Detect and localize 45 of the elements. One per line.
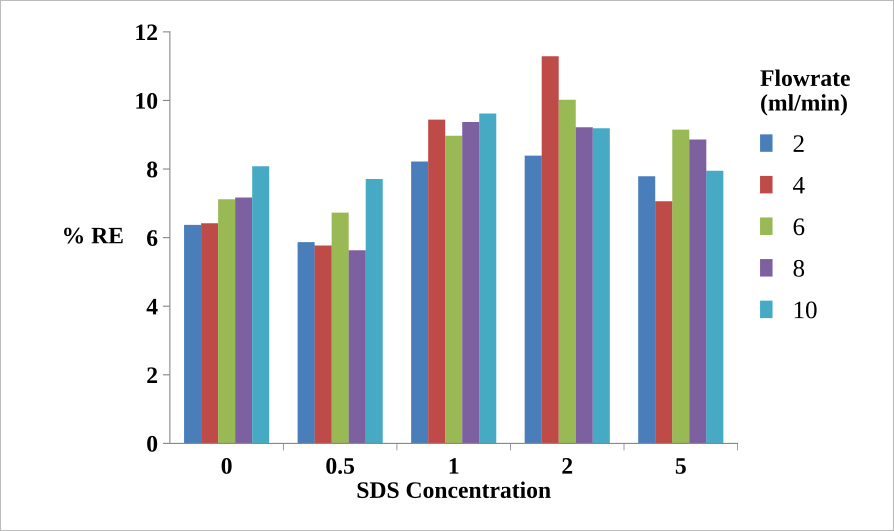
bar xyxy=(445,136,462,444)
bar xyxy=(672,130,690,444)
bar xyxy=(576,127,593,444)
bar xyxy=(542,56,559,444)
y-tick-label: 0 xyxy=(147,436,158,452)
bar xyxy=(592,128,610,444)
bar xyxy=(235,198,252,444)
bar xyxy=(298,242,315,444)
legend-label: 8 xyxy=(794,260,804,277)
x-tick-label: 1 xyxy=(450,458,458,474)
bar xyxy=(411,161,428,444)
x-axis-title: SDS Concentration xyxy=(358,481,551,498)
y-tick-label: 6 xyxy=(147,230,158,246)
bar xyxy=(655,201,672,444)
y-axis-title: % RE xyxy=(64,228,123,244)
y-tick-label: 2 xyxy=(147,367,158,383)
legend-title: Flowrate (ml/min) xyxy=(760,69,850,116)
bar xyxy=(524,156,542,444)
x-tick-label: 2 xyxy=(562,458,572,474)
y-tick-label: 12 xyxy=(136,24,158,40)
bar xyxy=(428,120,446,444)
bar xyxy=(314,246,332,444)
bar xyxy=(366,178,383,444)
bar xyxy=(332,212,349,444)
bar xyxy=(558,100,576,444)
bar xyxy=(638,176,656,444)
legend-label: 6 xyxy=(794,218,804,236)
x-tick-label: 0.5 xyxy=(326,458,354,474)
bar xyxy=(252,166,270,444)
bar xyxy=(462,122,480,444)
bar xyxy=(184,224,202,444)
bar xyxy=(689,140,706,444)
x-tick-label: 5 xyxy=(676,458,686,474)
y-tick-label: 4 xyxy=(146,298,158,314)
y-tick-label: 10 xyxy=(136,92,158,109)
y-tick-label: 8 xyxy=(147,162,158,178)
x-tick-label: 0 xyxy=(222,458,232,474)
bar xyxy=(348,250,366,444)
legend-label: 2 xyxy=(794,135,804,152)
bar xyxy=(218,199,236,444)
bar xyxy=(706,170,724,444)
legend-label: 10 xyxy=(794,302,817,318)
bar xyxy=(479,113,496,444)
legend-label: 4 xyxy=(793,176,805,194)
bar xyxy=(201,223,218,444)
